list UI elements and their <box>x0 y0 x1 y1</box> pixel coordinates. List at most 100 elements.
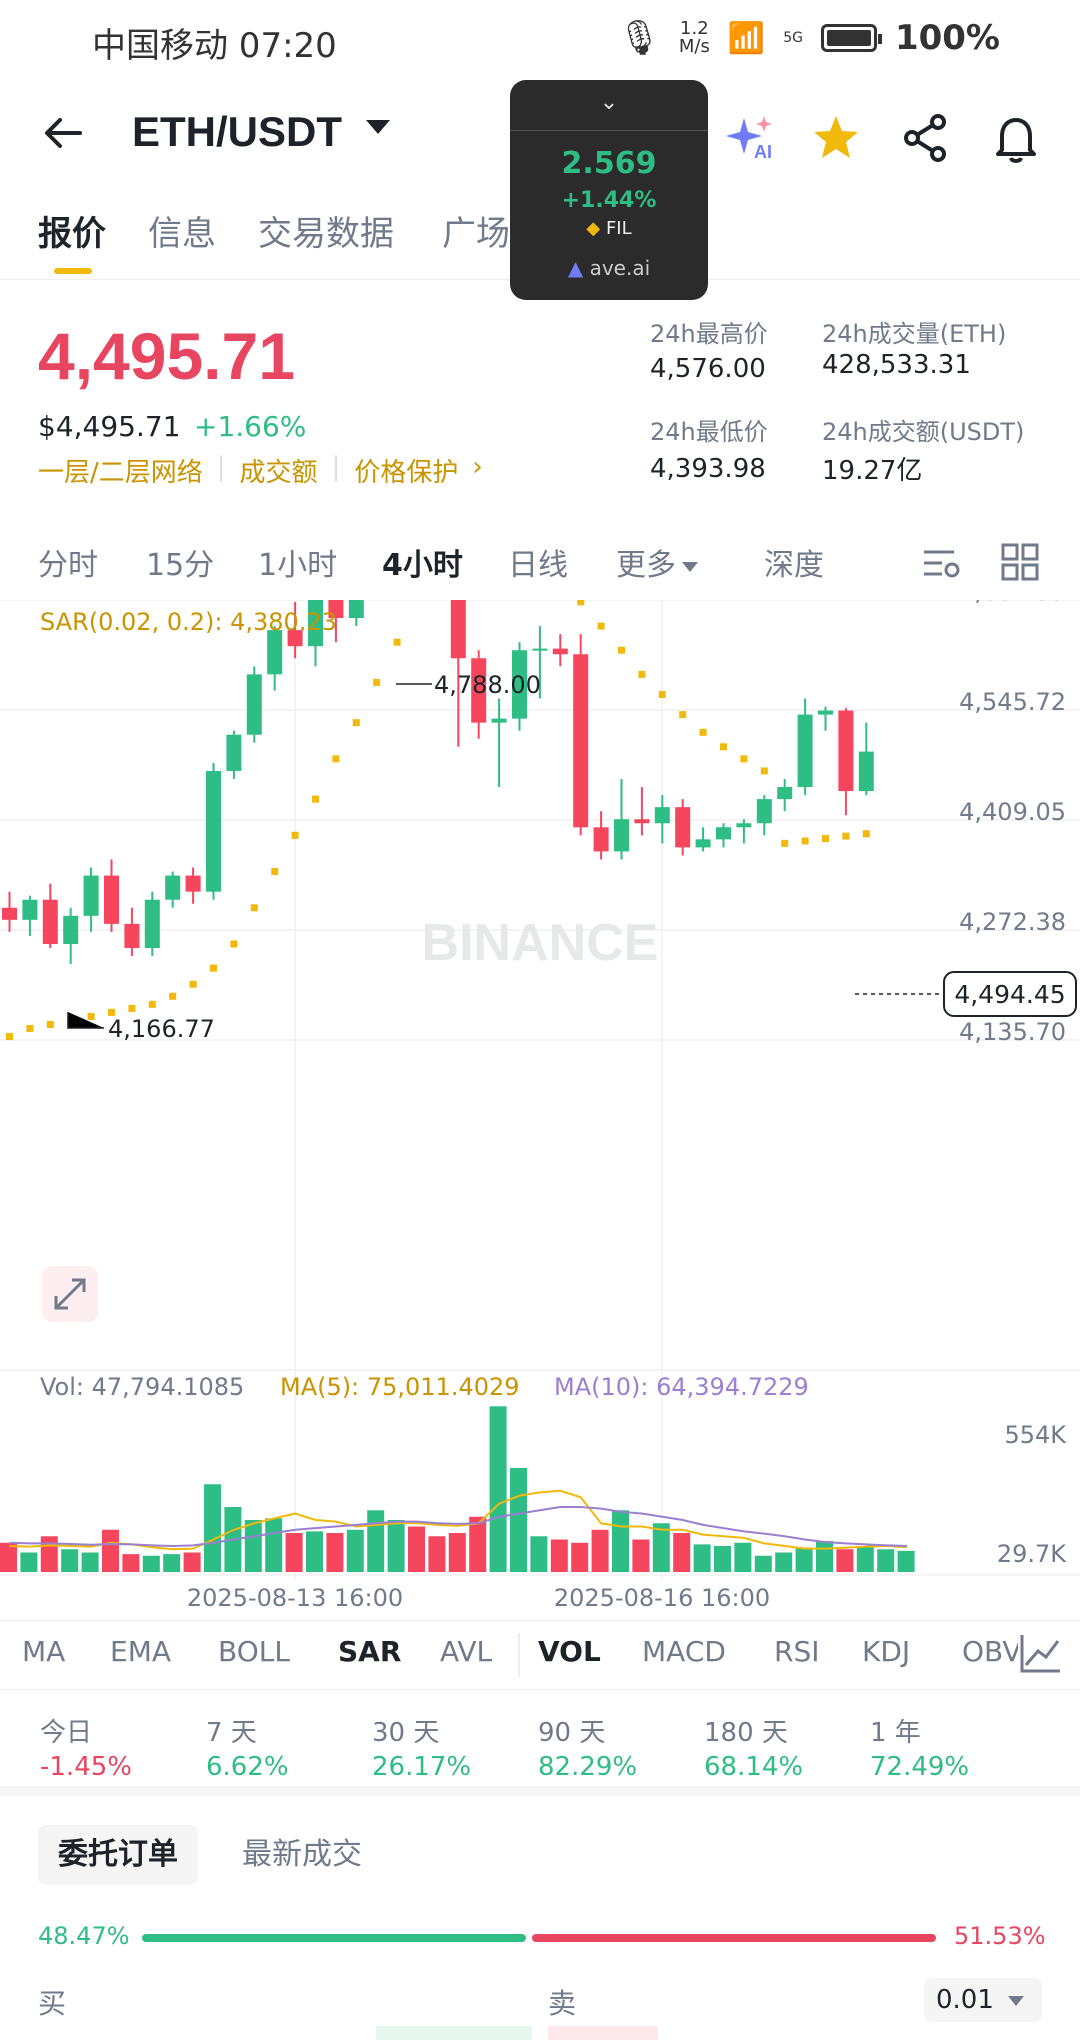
volume-bar <box>244 1520 262 1572</box>
dropdown-triangle-icon <box>682 561 698 572</box>
interval-15m[interactable]: 15分 <box>146 548 215 583</box>
volume-bar <box>877 1549 895 1572</box>
indicator-divider <box>518 1633 520 1677</box>
interval-1h[interactable]: 1小时 <box>258 548 338 583</box>
ind-ma[interactable]: MA <box>22 1635 66 1668</box>
sell-ratio-bar <box>532 1934 936 1942</box>
sar-dot <box>291 831 299 839</box>
interval-4h[interactable]: 4小时 <box>382 548 463 583</box>
ind-sar[interactable]: SAR <box>338 1635 402 1668</box>
ind-boll[interactable]: BOLL <box>218 1635 290 1668</box>
ind-avl[interactable]: AVL <box>440 1635 493 1668</box>
chevron-down-icon[interactable]: ⌄ <box>599 90 619 115</box>
volume-bar <box>836 1549 854 1572</box>
x-label-2: 2025-08-16 16:00 <box>554 1584 770 1610</box>
kline-chart[interactable]: BINANCE 4,819.074,682.394,545.724,409.05… <box>0 600 1080 1610</box>
net-speed-unit: M/s <box>678 36 710 57</box>
candle-body <box>63 915 79 944</box>
volume-bar <box>612 1510 629 1572</box>
interval-more-label: 更多 <box>616 548 676 583</box>
battery-level: 100% <box>894 18 1000 58</box>
candle-body <box>267 630 283 675</box>
candle-body <box>797 714 813 788</box>
perf-label-180d: 180 天 <box>704 1718 788 1748</box>
sar-dot <box>740 755 748 763</box>
widget-price: 2.569 <box>561 146 657 181</box>
sar-dot <box>250 904 258 912</box>
ma5-line <box>9 1489 908 1551</box>
perf-label-30d: 30 天 <box>372 1718 440 1748</box>
ai-sparkle-icon[interactable]: AI <box>722 110 778 166</box>
perf-value-7d: 6.62% <box>206 1752 289 1782</box>
bell-icon[interactable] <box>988 110 1044 166</box>
volume-bar <box>408 1526 425 1572</box>
current-price-tag[interactable]: 4,494.45 <box>855 971 1077 1017</box>
widget-symbol-text: FIL <box>605 218 632 239</box>
tab-square[interactable]: 广场 <box>442 214 510 254</box>
buy-column-label: 买 <box>38 1987 67 2020</box>
price-change-pct: +1.66% <box>194 410 307 443</box>
chevron-right-icon[interactable]: › <box>472 452 483 482</box>
buy-ratio-pct: 48.47% <box>38 1922 130 1950</box>
chart-settings-icon[interactable] <box>920 542 962 588</box>
interval-more[interactable]: 更多 <box>616 540 698 584</box>
net-speed-value: 1.2 <box>680 18 709 39</box>
info-links: 一层/二层网络 | 成交额 | 价格保护 › <box>38 452 483 489</box>
candle-body <box>42 899 58 944</box>
volume-bar <box>673 1533 691 1572</box>
interval-1d[interactable]: 日线 <box>508 548 568 583</box>
back-arrow-icon[interactable] <box>40 110 86 156</box>
candle-body <box>144 899 160 949</box>
pair-dropdown-icon[interactable] <box>366 120 390 134</box>
chart-grid <box>0 600 1080 1580</box>
candle-body <box>512 650 527 719</box>
favorite-star-icon[interactable] <box>808 110 864 166</box>
link-separator: | <box>331 452 341 482</box>
sar-dot <box>679 711 687 719</box>
expand-chart-icon[interactable] <box>42 1266 98 1322</box>
high-marker: 4,788.00 <box>396 671 541 699</box>
tab-trade-data[interactable]: 交易数据 <box>258 214 394 254</box>
precision-select[interactable]: 0.01 <box>924 1978 1042 2022</box>
buy-ratio-bar <box>142 1934 526 1942</box>
tab-info[interactable]: 信息 <box>148 214 216 254</box>
volume-bar <box>40 1536 58 1572</box>
indicator-chart-icon[interactable] <box>1018 1631 1080 1681</box>
volume-bar <box>469 1516 487 1572</box>
ind-vol[interactable]: VOL <box>538 1635 601 1668</box>
link-price-protection[interactable]: 价格保护 <box>354 458 459 488</box>
sar-dot <box>577 600 585 606</box>
ind-obv[interactable]: OBV <box>962 1635 1022 1668</box>
tab-latest-trades[interactable]: 最新成交 <box>242 1837 362 1872</box>
interval-time[interactable]: 分时 <box>38 548 98 583</box>
sar-dot <box>822 835 829 843</box>
candle-body <box>593 827 609 852</box>
ind-macd[interactable]: MACD <box>642 1635 726 1668</box>
tab-quote[interactable]: 报价 <box>38 214 106 254</box>
sar-dot <box>801 837 809 845</box>
volume-bar <box>530 1536 548 1572</box>
ind-ema[interactable]: EMA <box>110 1635 172 1668</box>
sar-dot <box>699 728 707 736</box>
candle-body <box>287 630 303 647</box>
grid-layout-icon[interactable] <box>1000 542 1040 586</box>
link-layer-network[interactable]: 一层/二层网络 <box>38 458 203 488</box>
share-icon[interactable] <box>898 110 954 166</box>
volume-bar <box>571 1542 589 1572</box>
link-turnover[interactable]: 成交额 <box>239 458 318 488</box>
floating-price-widget[interactable]: ⌄ 2.569 +1.44% ◆ FIL ▲ ave.ai <box>510 80 708 300</box>
tab-order-book[interactable]: 委托订单 <box>38 1825 198 1885</box>
depth-tab[interactable]: 深度 <box>764 548 824 583</box>
pair-title[interactable]: ETH/USDT <box>132 108 342 155</box>
ind-rsi[interactable]: RSI <box>774 1635 820 1668</box>
candle-body <box>491 718 507 723</box>
ind-kdj[interactable]: KDJ <box>862 1635 911 1668</box>
perf-label-today: 今日 <box>40 1718 93 1748</box>
perf-label-90d: 90 天 <box>538 1718 606 1748</box>
volume-bar <box>856 1546 874 1572</box>
sar-dot <box>128 1004 136 1012</box>
sar-dot <box>638 670 646 678</box>
sar-dot <box>6 1033 13 1041</box>
candle-body <box>634 819 650 824</box>
top-tabs: 报价 信息 交易数据 广场 <box>0 200 1080 280</box>
